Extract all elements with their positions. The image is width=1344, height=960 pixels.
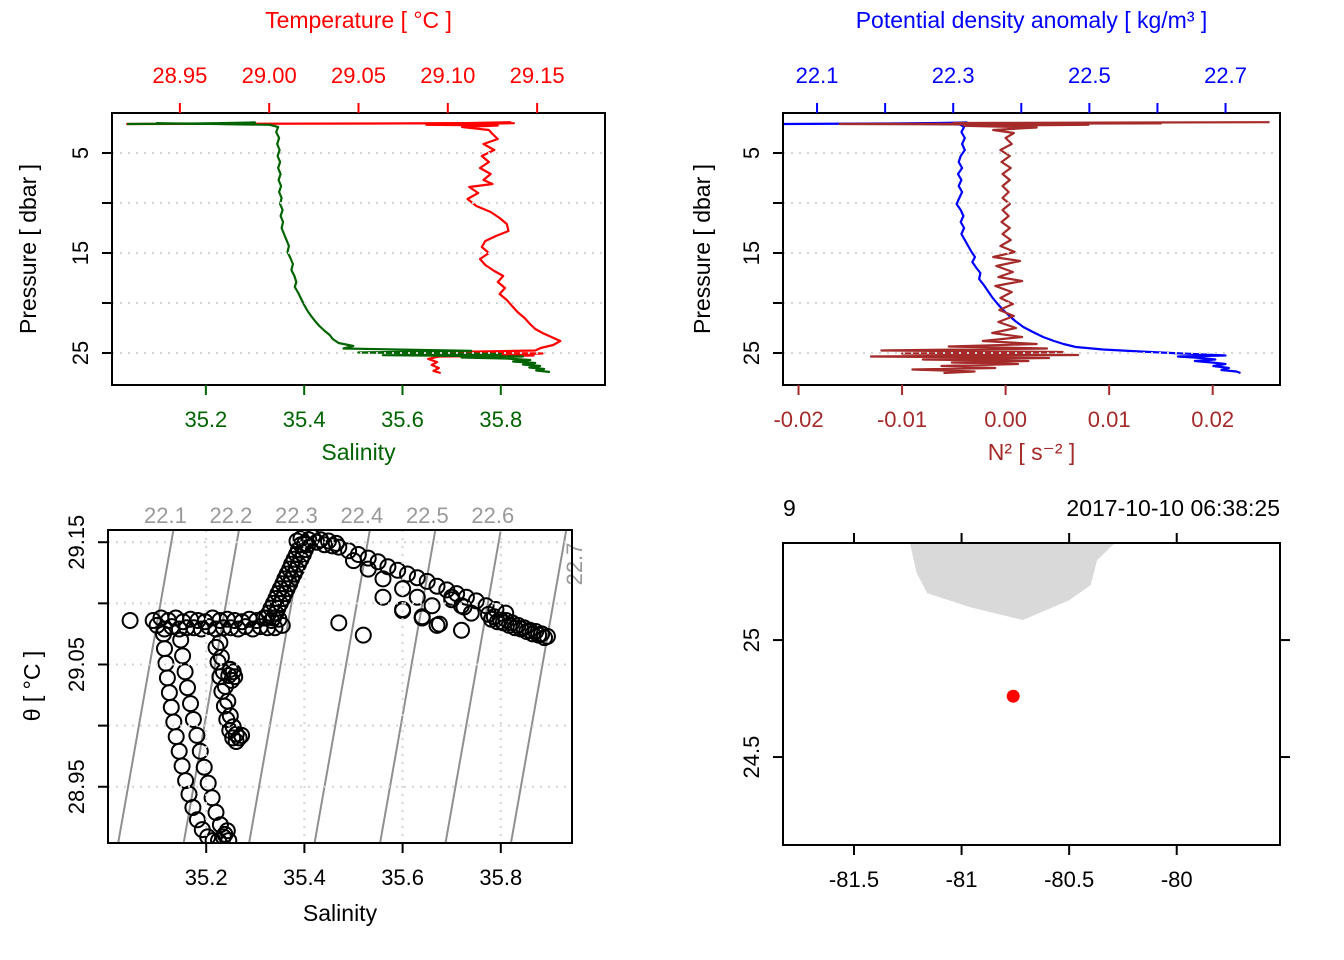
- tick-label: 15: [68, 241, 93, 265]
- plot-box: [782, 112, 1281, 386]
- temperature-line: [126, 121, 562, 375]
- density-axis-title: Potential density anomaly [ kg/m³ ]: [855, 7, 1208, 33]
- theta-axis-title: θ [ °C ]: [19, 650, 45, 722]
- tick-label: 0.00: [984, 407, 1027, 432]
- tick-label: 35.6: [381, 865, 424, 890]
- tick-label: 28.95: [64, 759, 89, 814]
- tick-label: 35.4: [283, 865, 326, 890]
- tick-label: 22.7: [1204, 63, 1247, 88]
- tick-label: 0.01: [1088, 407, 1131, 432]
- buoyancy-frequency-n2-line: [838, 121, 1270, 375]
- plot-box: [782, 542, 1281, 846]
- tick-label: 25: [739, 341, 764, 365]
- tick-label: -81.5: [829, 867, 879, 892]
- isopycnal-label: 22.4: [340, 503, 383, 528]
- tick-label: 35.2: [185, 865, 228, 890]
- tick-label: 29.15: [64, 515, 89, 570]
- salinity-line: [127, 121, 551, 374]
- tick-label: 35.2: [184, 407, 227, 432]
- n2-axis-title: N² [ s⁻² ]: [987, 439, 1076, 465]
- tick-label: 29.00: [242, 63, 297, 88]
- temperature-axis-title: Temperature [ °C ]: [265, 7, 452, 33]
- density-n2-profile: 5 15 25 22.1 22.3 22.5 22.7 -0.02 -0.01 0.00 0.01 0…: [739, 63, 1281, 432]
- potential-density-line: [782, 121, 1241, 375]
- salinity-axis-title-top: Salinity: [321, 439, 396, 465]
- tick-label: -80: [1161, 867, 1193, 892]
- pressure-axis-title-left: Pressure [ dbar ]: [15, 163, 41, 335]
- pressure-axis-title-right: Pressure [ dbar ]: [689, 163, 715, 335]
- tick-label: 5: [68, 147, 93, 159]
- salinity-axis-title-bottom: Salinity: [302, 900, 378, 926]
- tick-label: 35.8: [479, 407, 522, 432]
- tick-label: -0.01: [877, 407, 927, 432]
- station-map: -81.5 -81 -80.5 -80 25 24.5: [739, 533, 1290, 892]
- station-number: 9: [783, 495, 796, 521]
- tick-label: 25: [739, 628, 764, 652]
- tick-label: 5: [739, 147, 764, 159]
- tick-label: 29.10: [420, 63, 475, 88]
- isopycnal-label: 22.3: [275, 503, 318, 528]
- isopycnal-label: 22.1: [144, 503, 187, 528]
- temperature-salinity-profile: 5 15 25 28.95 29.00 29.05 29.10 29.15 35.2 35.4 35…: [68, 63, 606, 432]
- plot-box: [107, 529, 573, 844]
- isopycnal-label: 22.5: [406, 503, 449, 528]
- tick-label: 28.95: [152, 63, 207, 88]
- isopycnal-label: 22.2: [210, 503, 253, 528]
- tick-label: 15: [739, 241, 764, 265]
- tick-label: -81: [946, 867, 978, 892]
- isopycnal-contours: 22.1 22.2 22.3 22.4 22.5 22.6 22.7: [117, 503, 587, 844]
- isopycnal-label: 22.6: [471, 503, 514, 528]
- tick-label: 24.5: [739, 736, 764, 779]
- tick-label: 35.6: [381, 407, 424, 432]
- isopycnal-label: 22.7: [562, 543, 587, 586]
- tick-label: 0.02: [1191, 407, 1234, 432]
- coastline-land: [909, 543, 1115, 620]
- tick-label: -80.5: [1044, 867, 1094, 892]
- ts-points: [121, 529, 556, 844]
- station-datetime: 2017-10-10 06:38:25: [1066, 495, 1280, 521]
- tick-label: 35.8: [479, 865, 522, 890]
- tick-label: 29.05: [331, 63, 386, 88]
- tick-label: 22.3: [932, 63, 975, 88]
- tick-label: 25: [68, 341, 93, 365]
- tick-label: 29.15: [510, 63, 565, 88]
- ts-diagram: 22.1 22.2 22.3 22.4 22.5 22.6 22.7 29.15 29.05 28…: [64, 503, 587, 890]
- tick-label: 22.1: [796, 63, 839, 88]
- tick-label: 29.05: [64, 637, 89, 692]
- tick-label: -0.02: [773, 407, 823, 432]
- tick-label: 35.4: [283, 407, 326, 432]
- tick-label: 22.5: [1068, 63, 1111, 88]
- station-location-dot: [1006, 689, 1020, 703]
